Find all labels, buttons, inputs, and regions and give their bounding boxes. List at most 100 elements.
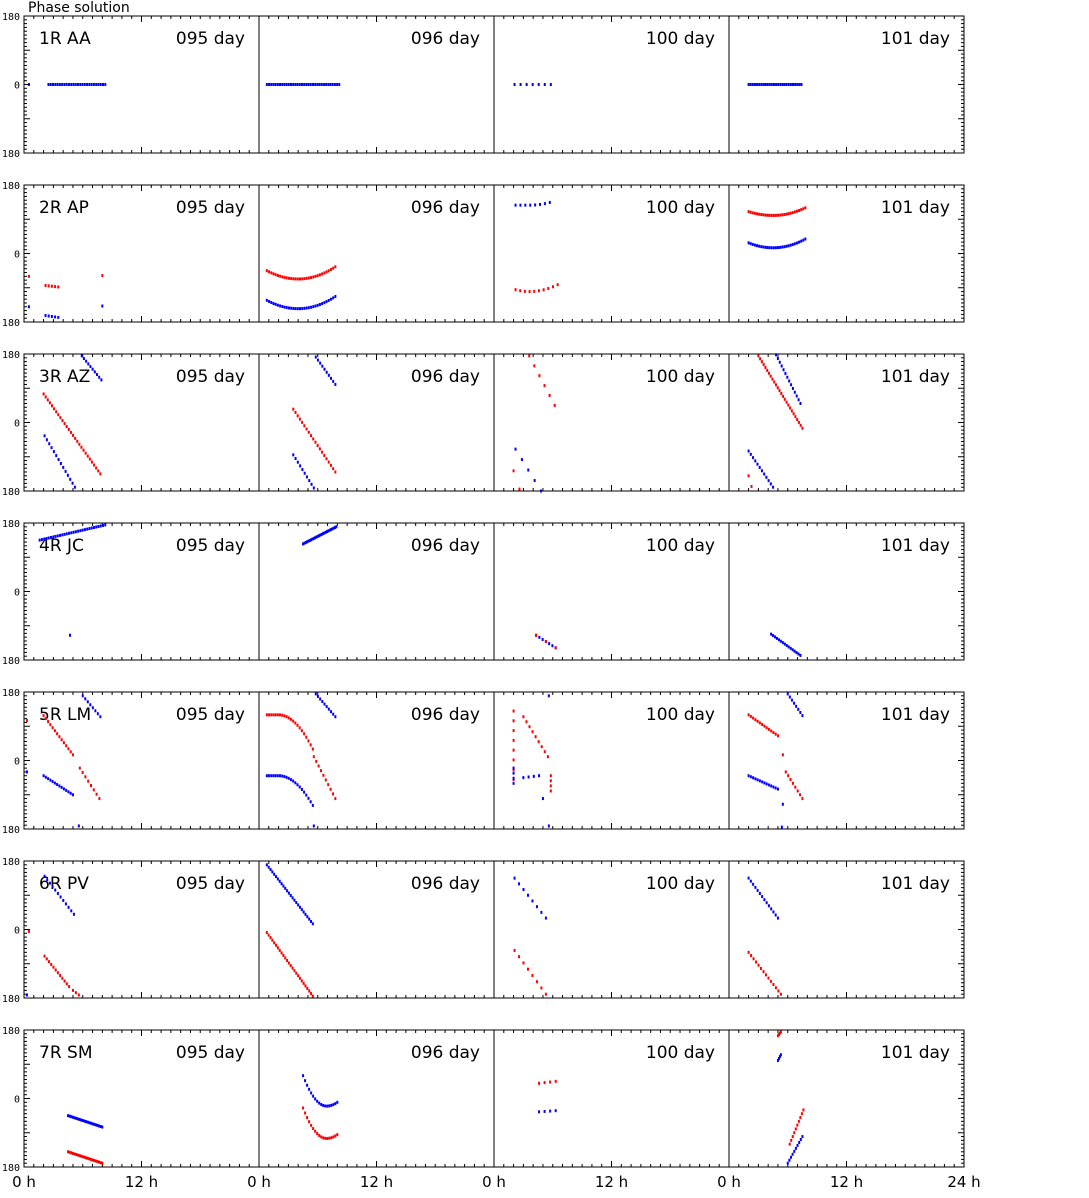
data-point xyxy=(274,273,277,277)
data-point xyxy=(57,315,60,319)
data-point xyxy=(778,1055,781,1059)
data-point xyxy=(547,694,550,698)
data-point xyxy=(287,891,290,895)
data-point xyxy=(751,83,754,86)
data-point xyxy=(83,528,86,532)
data-point xyxy=(93,370,96,374)
data-point xyxy=(330,528,333,532)
data-point xyxy=(793,390,796,394)
data-point xyxy=(539,202,542,206)
data-point xyxy=(268,270,271,274)
data-point xyxy=(67,83,70,86)
data-point xyxy=(57,458,60,462)
data-point xyxy=(514,203,517,207)
data-point xyxy=(540,489,542,493)
data-point xyxy=(322,1103,325,1107)
data-point xyxy=(50,446,53,450)
data-point xyxy=(777,83,780,86)
data-point xyxy=(96,373,99,377)
data-point xyxy=(285,83,288,86)
data-point xyxy=(284,956,287,960)
data-point xyxy=(329,268,332,272)
data-point xyxy=(327,529,330,533)
data-point xyxy=(303,424,306,428)
y-tick-labels: 180 0 -180 180 0 -180 180 0 -180 180 0 -180 180 0 -180… xyxy=(0,12,20,1174)
data-point xyxy=(310,482,313,486)
baseline-label: 1R AA xyxy=(39,29,91,49)
data-point xyxy=(762,213,765,217)
data-point xyxy=(772,213,775,217)
data-point xyxy=(794,1146,797,1150)
data-point xyxy=(302,981,305,985)
data-point xyxy=(749,879,752,883)
data-point xyxy=(330,1136,333,1140)
data-point xyxy=(301,277,304,281)
data-point xyxy=(320,83,323,86)
data-point xyxy=(278,879,281,883)
data-point xyxy=(279,83,282,86)
data-point xyxy=(308,479,311,483)
data-point xyxy=(330,376,333,380)
data-point xyxy=(772,910,775,914)
data-point xyxy=(53,781,56,785)
data-point xyxy=(793,1149,796,1153)
data-point xyxy=(321,364,324,368)
data-point xyxy=(53,407,56,411)
data-point xyxy=(788,1158,791,1162)
data-point xyxy=(47,777,50,781)
day-label: 101 day xyxy=(881,705,950,725)
data-point xyxy=(53,729,56,733)
data-point xyxy=(754,459,757,463)
data-point xyxy=(767,479,770,483)
data-point xyxy=(95,83,98,86)
data-point xyxy=(278,774,281,778)
data-point xyxy=(310,305,313,309)
day-label: 096 day xyxy=(411,536,480,556)
data-point xyxy=(782,394,785,398)
data-point xyxy=(314,440,317,444)
data-point xyxy=(283,275,286,279)
y-tick-label: 180 xyxy=(2,1026,20,1037)
data-point xyxy=(71,988,74,992)
data-point xyxy=(65,83,68,86)
data-point xyxy=(327,373,330,377)
data-point xyxy=(47,720,50,724)
data-point xyxy=(285,276,288,280)
data-point xyxy=(281,305,284,309)
data-point xyxy=(800,83,803,86)
data-point xyxy=(43,537,46,541)
data-point xyxy=(45,957,48,961)
data-point xyxy=(767,727,770,731)
data-point xyxy=(45,438,48,442)
data-point xyxy=(787,212,790,216)
data-point xyxy=(289,964,292,968)
data-point xyxy=(332,296,335,300)
x-tick-label: 24 h xyxy=(947,1173,980,1191)
data-point xyxy=(94,1159,97,1163)
data-point xyxy=(796,1143,799,1147)
data-point xyxy=(306,1083,309,1087)
data-point xyxy=(537,289,540,293)
data-point xyxy=(780,392,783,396)
day-label: 095 day xyxy=(176,367,245,387)
data-point xyxy=(783,83,786,86)
data-point xyxy=(772,634,775,638)
data-point xyxy=(333,83,336,86)
data-point xyxy=(533,364,536,368)
data-point xyxy=(541,637,544,641)
data-point xyxy=(779,83,782,86)
data-point xyxy=(543,83,546,86)
data-point xyxy=(767,783,770,787)
data-point xyxy=(793,242,796,246)
data-point xyxy=(92,526,95,530)
data-points xyxy=(25,83,807,1165)
data-point xyxy=(524,203,527,207)
data-point xyxy=(76,439,79,443)
data-point xyxy=(764,83,767,86)
data-point xyxy=(316,1132,319,1136)
data-point xyxy=(294,410,297,414)
data-point xyxy=(549,83,552,86)
data-point xyxy=(70,1115,73,1119)
data-point xyxy=(758,83,761,86)
data-point xyxy=(538,1081,541,1085)
